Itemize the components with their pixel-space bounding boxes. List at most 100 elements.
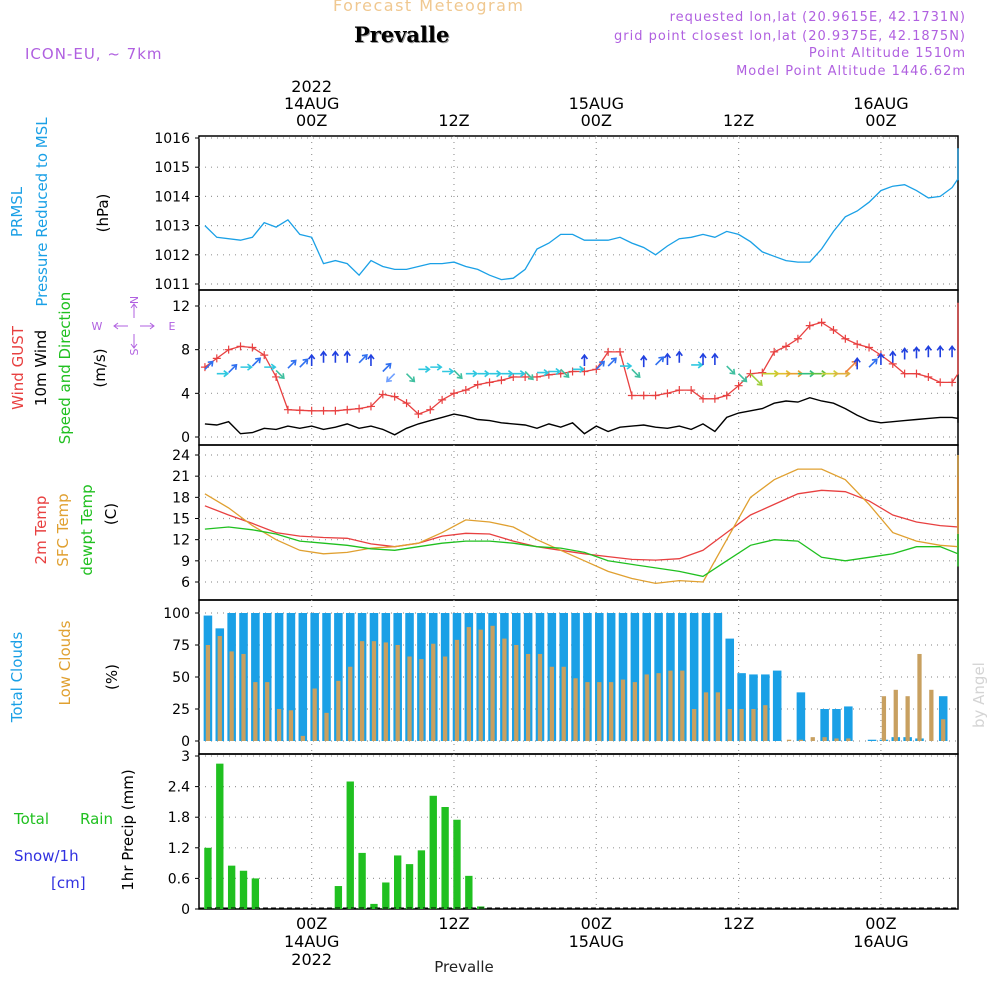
precip-label-unit: [cm] — [51, 874, 86, 892]
precip-bar — [405, 864, 414, 909]
top-time-label: 00Z — [865, 111, 896, 130]
gust-marker — [841, 334, 850, 343]
model-altitude: Model Point Altitude 1446.62m — [736, 64, 966, 79]
wind-arrow — [343, 350, 351, 363]
wind-arrow — [465, 370, 479, 378]
low-cloud-bar — [632, 682, 638, 741]
low-cloud-bar — [395, 645, 400, 741]
gust-marker — [331, 406, 340, 415]
gust-marker — [390, 392, 399, 401]
gust-marker — [734, 381, 743, 390]
clouds-ytick-label: 100 — [163, 606, 190, 622]
gust-marker — [865, 343, 874, 352]
low-cloud-bar — [941, 719, 946, 741]
gust-marker — [936, 378, 945, 387]
precip-bar — [334, 886, 343, 909]
wind10-line — [204, 391, 959, 436]
low-cloud-bar — [442, 656, 448, 741]
bottom-time-label: 2022 — [291, 950, 332, 969]
low-cloud-bar — [917, 653, 922, 741]
wind-arrow — [216, 370, 230, 378]
gust-marker — [770, 347, 779, 356]
bottom-time-label: 00Z — [581, 914, 612, 933]
clouds-ytick-label: 50 — [172, 670, 190, 686]
total-cloud-bar — [689, 613, 699, 741]
low-cloud-bar — [419, 659, 424, 741]
wind-arrow — [430, 363, 443, 371]
gust-marker — [414, 410, 423, 419]
gust-marker — [817, 318, 826, 327]
wind-arrow — [631, 368, 641, 379]
wind-arrow — [367, 353, 375, 367]
gust-marker — [710, 394, 719, 403]
gust-marker — [924, 372, 933, 381]
wind-arrow — [749, 373, 763, 386]
wind-arrow — [620, 362, 633, 370]
pressure-unit: (hPa) — [94, 194, 112, 233]
gust-marker — [449, 389, 458, 398]
low-cloud-bar — [751, 709, 756, 741]
model-name: ICON-EU, ~ 7km — [25, 45, 163, 63]
low-cloud-bar — [490, 625, 495, 741]
low-cloud-bar — [324, 712, 329, 741]
gust-marker — [283, 405, 292, 414]
low-cloud-bar — [668, 670, 673, 741]
low-cloud-bar — [300, 735, 305, 741]
low-cloud-bar — [739, 709, 744, 741]
bottom-time-label: 16AUG — [853, 932, 908, 951]
precip-bar — [239, 870, 248, 909]
low-cloud-bar — [265, 682, 270, 741]
low-cloud-bar — [715, 692, 721, 741]
wind-arrow — [595, 360, 606, 370]
compass-icon: N S W E — [92, 296, 176, 356]
bottom-time-label: 14AUG — [284, 932, 339, 951]
precip-bar — [204, 847, 212, 909]
low-cloud-bar — [407, 656, 412, 741]
total-cloud-bar — [772, 670, 782, 741]
top-time-label: 14AUG — [284, 94, 339, 113]
pressure-line — [204, 148, 959, 281]
wind-unit: (m/s) — [91, 348, 109, 387]
gust-marker — [805, 321, 814, 330]
temp-ytick-label: 21 — [172, 469, 190, 485]
wind-arrow — [663, 352, 672, 365]
compass-e: E — [169, 320, 176, 333]
temp-panel: 6 9 12 15 18 21 24 — [172, 444, 959, 601]
total-cloud-bar — [832, 709, 841, 741]
precip-ytick-label: 1.8 — [168, 810, 190, 826]
gust-marker — [912, 369, 921, 378]
total-cloud-bar — [322, 613, 331, 741]
wind-arrow — [936, 344, 944, 358]
precip-panel: 0 0.6 1.2 1.8 2.4 3 — [168, 749, 959, 918]
pressure-frame — [198, 135, 959, 291]
low-cloud-bar — [205, 645, 211, 741]
total-cloud-bar — [310, 613, 319, 741]
low-cloud-bar — [703, 692, 709, 741]
gust-marker — [272, 372, 281, 381]
gust-marker — [699, 394, 708, 403]
temp-frame — [198, 444, 959, 601]
gust-marker — [295, 406, 304, 415]
precip-bar — [382, 882, 390, 909]
low-cloud-bar — [573, 678, 578, 741]
gust-marker — [378, 390, 387, 399]
low-cloud-bar — [644, 674, 649, 741]
low-cloud-bar — [692, 709, 697, 741]
low-cloud-bar — [241, 653, 246, 741]
temp-label: SFC Temp — [54, 493, 72, 566]
pressure-label: PRMSL — [8, 186, 26, 237]
gust-marker — [497, 376, 506, 385]
low-cloud-bar — [561, 666, 566, 741]
total-cloud-bar — [262, 613, 272, 741]
total-cloud-bar — [286, 613, 296, 741]
low-cloud-bar — [620, 679, 626, 741]
precip-bar — [417, 850, 426, 909]
top-time-label: 12Z — [723, 111, 754, 130]
wind-arrow — [900, 347, 909, 360]
gust-marker — [568, 367, 577, 376]
wind-arrow — [699, 352, 707, 365]
gust-marker — [212, 354, 221, 363]
precip-ytick-label: 2.4 — [168, 780, 190, 796]
low-cloud-bar — [454, 639, 460, 741]
low-cloud-bar — [514, 645, 519, 741]
